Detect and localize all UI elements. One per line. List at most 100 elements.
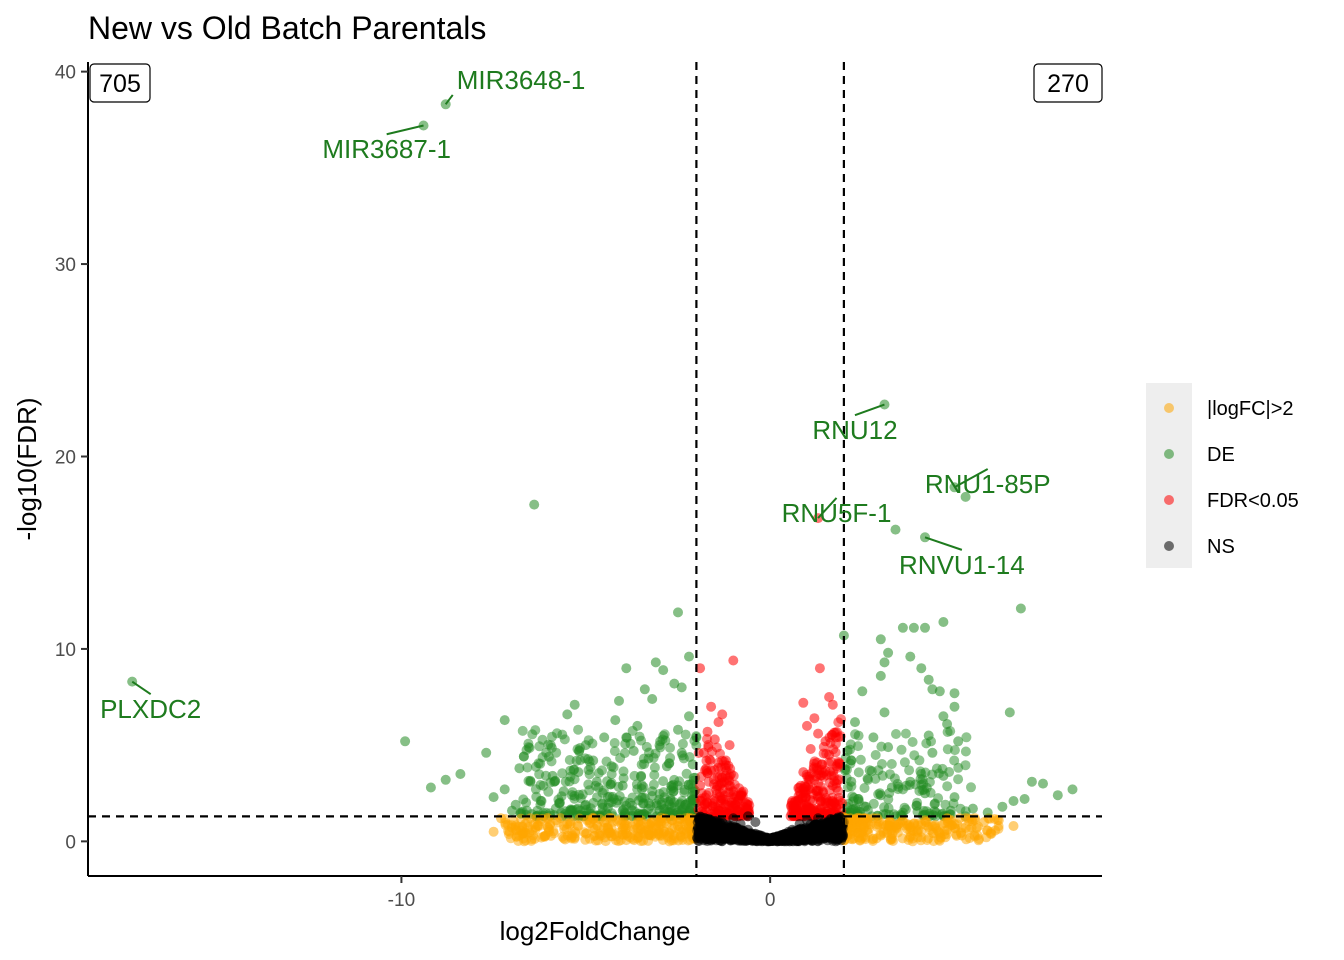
data-point xyxy=(617,824,628,835)
data-point xyxy=(879,399,890,410)
data-point-dense xyxy=(553,794,564,805)
data-point xyxy=(857,686,868,697)
data-point-dense xyxy=(870,750,881,760)
data-point-dense xyxy=(524,743,535,753)
data-point xyxy=(1015,603,1026,614)
data-point xyxy=(661,761,672,772)
data-point xyxy=(890,524,901,535)
data-point xyxy=(886,782,897,793)
data-point xyxy=(997,801,1008,812)
data-point xyxy=(602,792,613,803)
data-point xyxy=(1052,790,1063,801)
data-point-dense xyxy=(915,766,926,777)
corner-count-right-label: 270 xyxy=(1047,70,1089,98)
data-point xyxy=(967,803,978,814)
data-point xyxy=(580,740,591,751)
data-point xyxy=(588,822,599,833)
legend: |logFC|>2 DE FDR<0.05 NS xyxy=(1146,383,1299,568)
data-point-dense xyxy=(677,738,688,749)
data-point xyxy=(787,796,798,806)
data-point-dense xyxy=(870,773,881,784)
data-point xyxy=(820,736,831,747)
data-point xyxy=(543,826,554,837)
legend-label: NS xyxy=(1207,536,1235,558)
data-point xyxy=(569,699,580,710)
data-point xyxy=(643,753,654,764)
data-point xyxy=(621,663,632,674)
data-point xyxy=(798,697,809,708)
data-point-dense xyxy=(609,738,620,748)
data-point xyxy=(488,826,499,837)
data-point xyxy=(1026,776,1037,787)
corner-count-left: 705 xyxy=(89,63,151,103)
data-point-dense xyxy=(521,797,532,808)
data-point-dense xyxy=(609,746,620,757)
data-point-dense xyxy=(537,734,548,745)
data-point-dense xyxy=(960,746,971,757)
gene-label-leader xyxy=(817,497,838,519)
data-point xyxy=(639,684,650,695)
data-point xyxy=(813,792,824,803)
data-point xyxy=(650,657,661,668)
data-point xyxy=(684,711,694,722)
data-point xyxy=(488,792,499,803)
data-point-dense xyxy=(527,729,538,740)
axis-ticks: -10 0 0 10 20 30 40 xyxy=(55,63,776,911)
data-point-dense xyxy=(960,813,971,824)
data-point xyxy=(1019,794,1030,804)
data-point-dense xyxy=(572,744,583,755)
data-point xyxy=(643,824,654,835)
chart-title: New vs Old Batch Parentals xyxy=(88,10,486,46)
data-point-dense xyxy=(904,765,915,776)
data-point-dense xyxy=(612,795,623,806)
data-point xyxy=(986,828,997,839)
data-point xyxy=(853,832,864,843)
data-point-dense xyxy=(606,769,617,780)
data-point-dense xyxy=(731,830,742,841)
data-point xyxy=(931,807,942,818)
data-point xyxy=(850,717,860,728)
data-point xyxy=(728,655,739,666)
data-point xyxy=(934,686,945,697)
data-point xyxy=(757,835,768,846)
data-point xyxy=(1038,778,1048,789)
data-point-dense xyxy=(907,737,918,747)
gene-label: RNU1-85P xyxy=(925,469,1051,499)
x-axis-label: log2FoldChange xyxy=(500,916,691,946)
data-point xyxy=(979,817,989,828)
data-point xyxy=(816,759,827,770)
data-point xyxy=(750,817,761,828)
data-point-dense xyxy=(588,812,598,823)
data-point-dense xyxy=(641,741,652,752)
data-point xyxy=(455,769,466,779)
data-point xyxy=(809,774,820,785)
corner-count-left-label: 705 xyxy=(99,70,141,98)
x-tick-label: -10 xyxy=(388,890,415,911)
data-point xyxy=(942,813,953,824)
data-point-dense xyxy=(584,769,595,780)
data-point-dense xyxy=(597,765,607,776)
data-point xyxy=(945,805,956,816)
data-point-dense xyxy=(900,728,911,739)
data-point xyxy=(838,630,849,641)
gene-label: MIR3648-1 xyxy=(457,65,586,95)
data-point xyxy=(813,728,824,739)
gene-label-leader xyxy=(131,680,152,696)
data-point xyxy=(499,715,510,726)
data-point-dense xyxy=(855,754,866,765)
data-point xyxy=(971,822,982,833)
data-point xyxy=(614,695,624,706)
data-point xyxy=(558,786,569,797)
data-point xyxy=(791,830,801,841)
data-point xyxy=(831,803,842,814)
data-point xyxy=(702,801,713,812)
data-point-dense xyxy=(602,776,613,787)
data-point xyxy=(529,499,540,510)
data-point xyxy=(802,832,812,843)
gene-label-leader xyxy=(854,403,885,417)
data-point xyxy=(525,813,536,824)
data-point xyxy=(949,792,960,803)
data-point xyxy=(724,740,735,751)
gene-label: PLXDC2 xyxy=(100,694,201,724)
data-point xyxy=(507,822,517,833)
